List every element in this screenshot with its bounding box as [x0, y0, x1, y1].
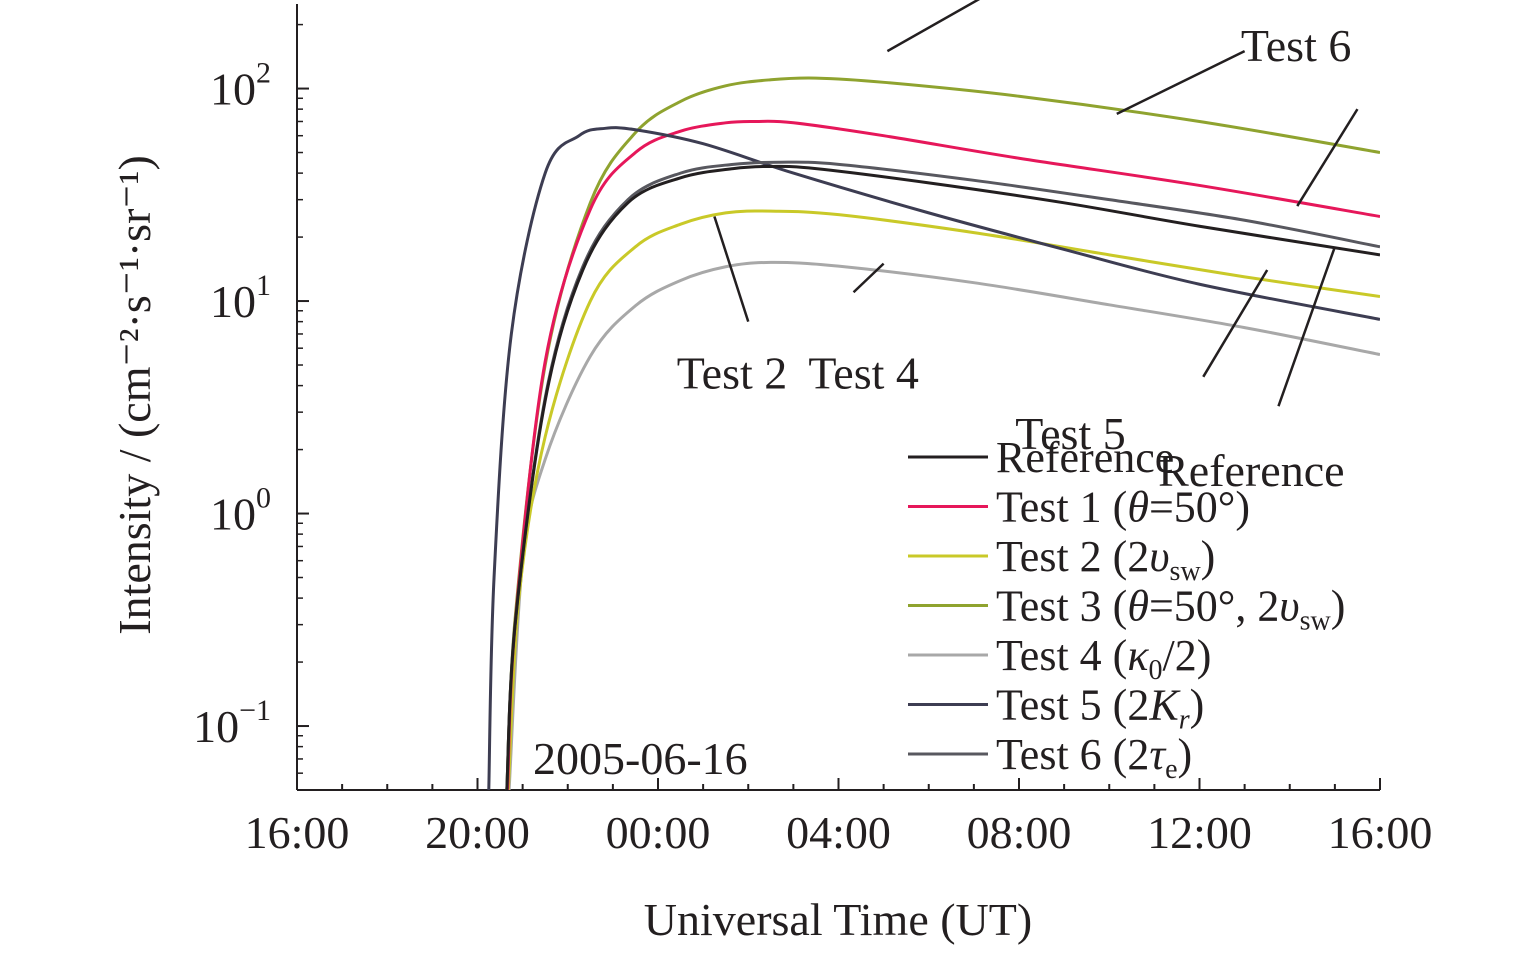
annotation-pointer [1277, 246, 1337, 407]
annotation-label: Test 3 [1000, 0, 1111, 4]
annotation-pointer [1202, 269, 1269, 378]
x-tick-label: 16:00 [1328, 807, 1433, 858]
date-label: 2005-06-16 [533, 733, 748, 784]
legend-label: Test 6 (2τe) [996, 730, 1192, 785]
annotation-label: Test 6 [1241, 20, 1352, 71]
annotation-label: Test 4 [808, 348, 919, 399]
annotation-pointer [1296, 108, 1359, 207]
annotation-label: Test 5 [1015, 408, 1125, 459]
legend-label: Test 3 (θ=50°, 2υsw) [996, 582, 1345, 637]
legend-label: Test 4 (κ0/2) [996, 631, 1211, 686]
annotation-pointer [886, 0, 981, 53]
x-tick-label: 08:00 [967, 807, 1072, 858]
annotation-pointer [852, 262, 885, 294]
y-tick-label: 102 [210, 57, 271, 115]
y-tick-label: 10−1 [193, 694, 271, 752]
series-line-2 [506, 209, 1380, 790]
y-tick-label: 101 [210, 269, 271, 327]
x-tick-label: 20:00 [425, 807, 530, 858]
x-tick-label: 16:00 [245, 807, 350, 858]
legend-label: Test 1 (θ=50°) [996, 483, 1250, 532]
annotation-pointer [1116, 50, 1246, 116]
series-layer [487, 76, 1380, 790]
annotation-label: Test 1 [778, 0, 889, 4]
series-line-5 [487, 126, 1380, 790]
x-tick-label: 00:00 [606, 807, 711, 858]
y-axis-label: Intensity / (cm⁻²·s⁻¹·sr⁻¹) [109, 155, 160, 635]
legend-label: Test 2 (2υsw) [996, 532, 1215, 587]
axes: 16:00 20:00 00:00 04:00 08:00 12:00 16:00 10−1 1… [193, 4, 1432, 858]
legend-label: Reference [996, 433, 1174, 482]
legend-label: Test 5 (2Kr) [996, 681, 1204, 736]
x-tick-label: 04:00 [786, 807, 891, 858]
x-tick-label: 12:00 [1147, 807, 1252, 858]
series-line-0 [505, 164, 1380, 790]
series-line-1 [506, 119, 1380, 790]
y-tick-label: 100 [210, 482, 271, 540]
annotation-label: Reference [1158, 445, 1344, 496]
x-axis-label: Universal Time (UT) [644, 894, 1032, 945]
annotation-label: Test 2 [677, 348, 788, 399]
annotation-pointer [713, 216, 750, 323]
